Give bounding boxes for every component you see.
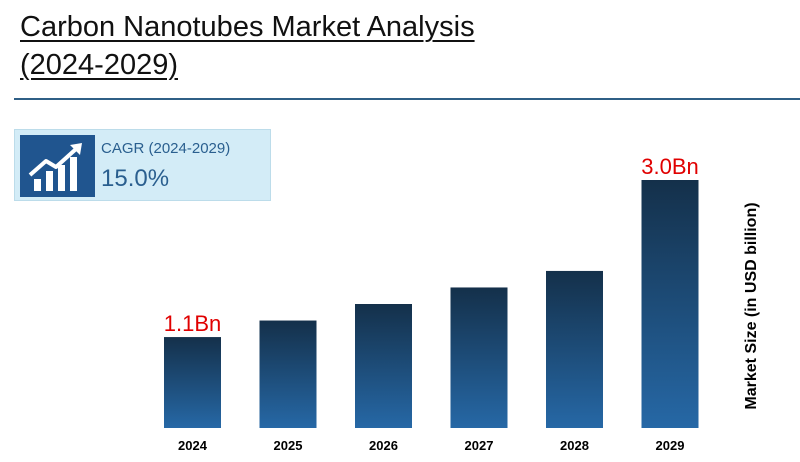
bar-2028 [546, 270, 603, 428]
data-label: 1.1Bn [164, 311, 222, 336]
x-tick-label: 2028 [560, 438, 589, 453]
y-axis-label: Market Size (in USD billion) [743, 202, 760, 410]
bar-2025 [259, 320, 317, 428]
chart-title-line-1: Carbon Nanotubes Market Analysis [20, 11, 475, 43]
x-tick-label: 2026 [369, 438, 398, 453]
cagr-callout: CAGR (2024-2029) 15.0% [14, 129, 271, 201]
cagr-value: 15.0% [101, 165, 170, 192]
growth-chart-icon [20, 135, 95, 197]
x-tick-label: 2027 [465, 438, 494, 453]
x-tick-label: 2024 [178, 438, 208, 453]
bar-2024 [164, 337, 221, 428]
chart-title-line-2: (2024-2029) [20, 49, 178, 81]
data-label: 3.0Bn [641, 154, 699, 179]
cagr-label: CAGR (2024-2029) [101, 140, 231, 157]
x-tick-label: 2025 [274, 438, 303, 453]
bar-2026 [355, 304, 412, 428]
bar-2029 [641, 180, 699, 428]
x-tick-label: 2029 [656, 438, 685, 453]
chart-title: Carbon Nanotubes Market Analysis (2024-2… [20, 8, 475, 84]
title-divider [14, 98, 800, 100]
bar-2027 [450, 287, 508, 428]
